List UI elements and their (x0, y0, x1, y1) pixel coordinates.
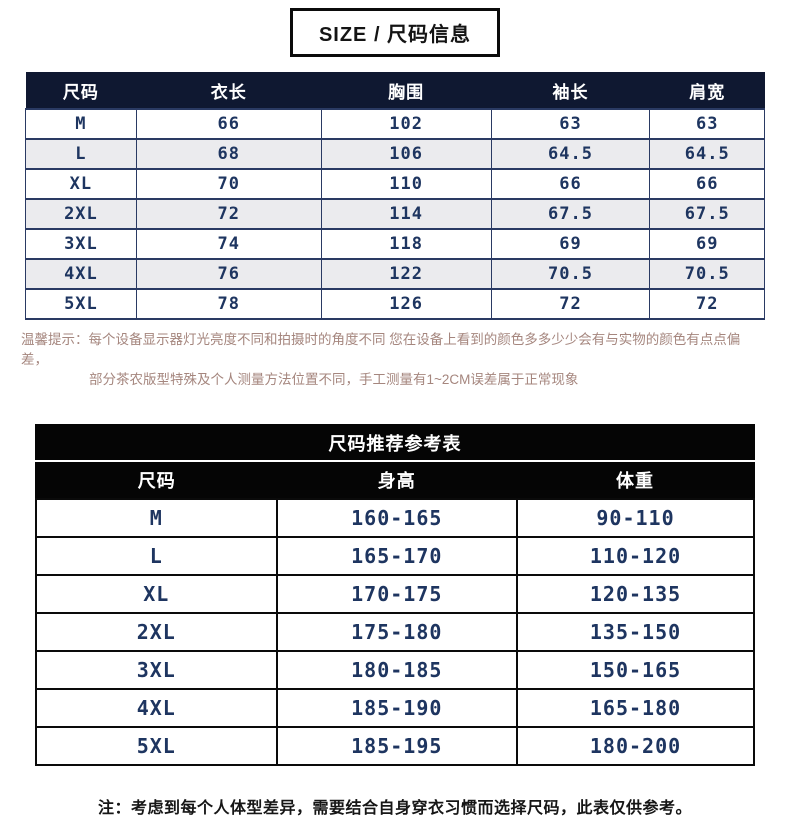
ref-cell-1: 165-170 (275, 536, 519, 576)
size-col-header-0: 尺码 (25, 72, 137, 109)
table-row: 4XL 185-190 165-180 (35, 688, 755, 728)
size-col-header-3: 袖长 (491, 72, 650, 109)
ref-cell-2: 110-120 (516, 536, 755, 576)
table-row: XL 70 110 66 66 (25, 168, 765, 200)
size-cell-1: 72 (135, 198, 322, 230)
table-row: 5XL 185-195 180-200 (35, 726, 755, 766)
ref-cell-2: 90-110 (516, 498, 755, 538)
size-cell-1: 78 (135, 288, 322, 320)
ref-cell-0: 4XL (35, 688, 278, 728)
ref-cell-2: 120-135 (516, 574, 755, 614)
size-cell-4: 70.5 (649, 258, 765, 290)
title-badge-wrap: SIZE / 尺码信息 (0, 0, 790, 57)
size-cell-1: 68 (135, 138, 322, 170)
recommendation-table-title-row: 尺码推荐参考表 (36, 425, 754, 462)
recommendation-table-body: M 160-165 90-110 L 165-170 110-120 XL 170-175 12… (35, 498, 755, 766)
size-cell-4: 67.5 (649, 198, 765, 230)
ref-cell-0: 5XL (35, 726, 278, 766)
notice-text-1: 每个设备显示器灯光亮度不同和拍摄时的角度不同 您在设备上看到的颜色多多少少会有与… (21, 332, 741, 367)
table-row: 3XL 74 118 69 69 (25, 228, 765, 260)
ref-cell-2: 150-165 (516, 650, 755, 690)
size-cell-3: 72 (490, 288, 651, 320)
color-notice: 温馨提示：每个设备显示器灯光亮度不同和拍摄时的角度不同 您在设备上看到的颜色多多… (21, 330, 766, 390)
size-recommendation-table: 尺码推荐参考表 尺码 身高 体重 M 160-165 90-110 L 165-170 110… (35, 424, 755, 766)
size-col-header-2: 胸围 (321, 72, 492, 109)
ref-cell-0: M (35, 498, 278, 538)
size-cell-2: 118 (320, 228, 492, 260)
size-cell-0: XL (25, 168, 137, 200)
size-cell-4: 64.5 (649, 138, 765, 170)
ref-cell-2: 180-200 (516, 726, 755, 766)
size-cell-3: 69 (490, 228, 651, 260)
size-cell-3: 66 (490, 168, 651, 200)
table-row: 5XL 78 126 72 72 (25, 288, 765, 320)
size-cell-4: 69 (649, 228, 765, 260)
table-row: 2XL 72 114 67.5 67.5 (25, 198, 765, 230)
page-title: SIZE / 尺码信息 (289, 8, 501, 57)
size-cell-2: 114 (320, 198, 492, 230)
ref-cell-2: 135-150 (516, 612, 755, 652)
size-spec-table: 尺码 衣长 胸围 袖长 肩宽 M 66 102 63 63 L 68 106 64.5 64.5 XL 70 1… (25, 72, 765, 320)
size-cell-3: 70.5 (490, 258, 651, 290)
ref-cell-0: XL (35, 574, 278, 614)
ref-col-header-0: 尺码 (36, 461, 277, 499)
table-row: XL 170-175 120-135 (35, 574, 755, 614)
size-cell-0: 4XL (25, 258, 137, 290)
size-table-body: M 66 102 63 63 L 68 106 64.5 64.5 XL 70 110 66 66 2XL 72… (25, 108, 765, 320)
size-cell-2: 102 (320, 108, 492, 140)
recommendation-table-header-row: 尺码 身高 体重 (36, 461, 754, 499)
size-cell-2: 106 (320, 138, 492, 170)
recommendation-table-header: 尺码推荐参考表 尺码 身高 体重 (36, 425, 754, 499)
notice-label: 温馨提示： (21, 332, 89, 347)
ref-col-header-2: 体重 (517, 461, 754, 499)
ref-cell-0: 3XL (35, 650, 278, 690)
table-row: L 165-170 110-120 (35, 536, 755, 576)
size-cell-4: 72 (649, 288, 765, 320)
size-cell-2: 122 (320, 258, 492, 290)
size-cell-1: 74 (135, 228, 322, 260)
footnote: 注：考虑到每个人体型差异，需要结合自身穿衣习惯而选择尺码，此表仅供参考。 (97, 800, 692, 817)
ref-cell-0: 2XL (35, 612, 278, 652)
ref-cell-0: L (35, 536, 278, 576)
size-cell-2: 110 (320, 168, 492, 200)
size-cell-0: 3XL (25, 228, 137, 260)
table-row: 4XL 76 122 70.5 70.5 (25, 258, 765, 290)
table-row: 3XL 180-185 150-165 (35, 650, 755, 690)
recommendation-table-title: 尺码推荐参考表 (36, 425, 754, 462)
table-row: M 66 102 63 63 (25, 108, 765, 140)
size-cell-1: 70 (135, 168, 322, 200)
size-cell-0: M (25, 108, 137, 140)
size-cell-3: 67.5 (490, 198, 651, 230)
table-row: L 68 106 64.5 64.5 (25, 138, 765, 170)
ref-cell-1: 185-190 (275, 688, 519, 728)
size-cell-2: 126 (320, 288, 492, 320)
table-row: 2XL 175-180 135-150 (35, 612, 755, 652)
notice-line-1: 温馨提示：每个设备显示器灯光亮度不同和拍摄时的角度不同 您在设备上看到的颜色多多… (21, 330, 766, 370)
size-cell-1: 76 (135, 258, 322, 290)
size-table-header: 尺码 衣长 胸围 袖长 肩宽 (25, 72, 765, 109)
size-cell-4: 66 (649, 168, 765, 200)
size-cell-1: 66 (135, 108, 322, 140)
notice-line-2: 部分茶农版型特殊及个人测量方法位置不同，手工测量有1~2CM误差属于正常现象 (89, 372, 579, 387)
ref-cell-1: 175-180 (275, 612, 519, 652)
size-col-header-1: 衣长 (136, 72, 322, 109)
size-cell-3: 64.5 (490, 138, 651, 170)
ref-cell-1: 170-175 (275, 574, 519, 614)
size-col-header-4: 肩宽 (649, 72, 765, 109)
size-cell-0: L (25, 138, 137, 170)
ref-col-header-1: 身高 (276, 461, 518, 499)
ref-cell-1: 160-165 (275, 498, 519, 538)
size-cell-0: 2XL (25, 198, 137, 230)
ref-cell-1: 180-185 (275, 650, 519, 690)
table-row: M 160-165 90-110 (35, 498, 755, 538)
size-cell-3: 63 (490, 108, 651, 140)
ref-cell-1: 185-195 (275, 726, 519, 766)
ref-cell-2: 165-180 (516, 688, 755, 728)
size-cell-4: 63 (649, 108, 765, 140)
size-table-header-row: 尺码 衣长 胸围 袖长 肩宽 (25, 72, 765, 109)
size-cell-0: 5XL (25, 288, 137, 320)
